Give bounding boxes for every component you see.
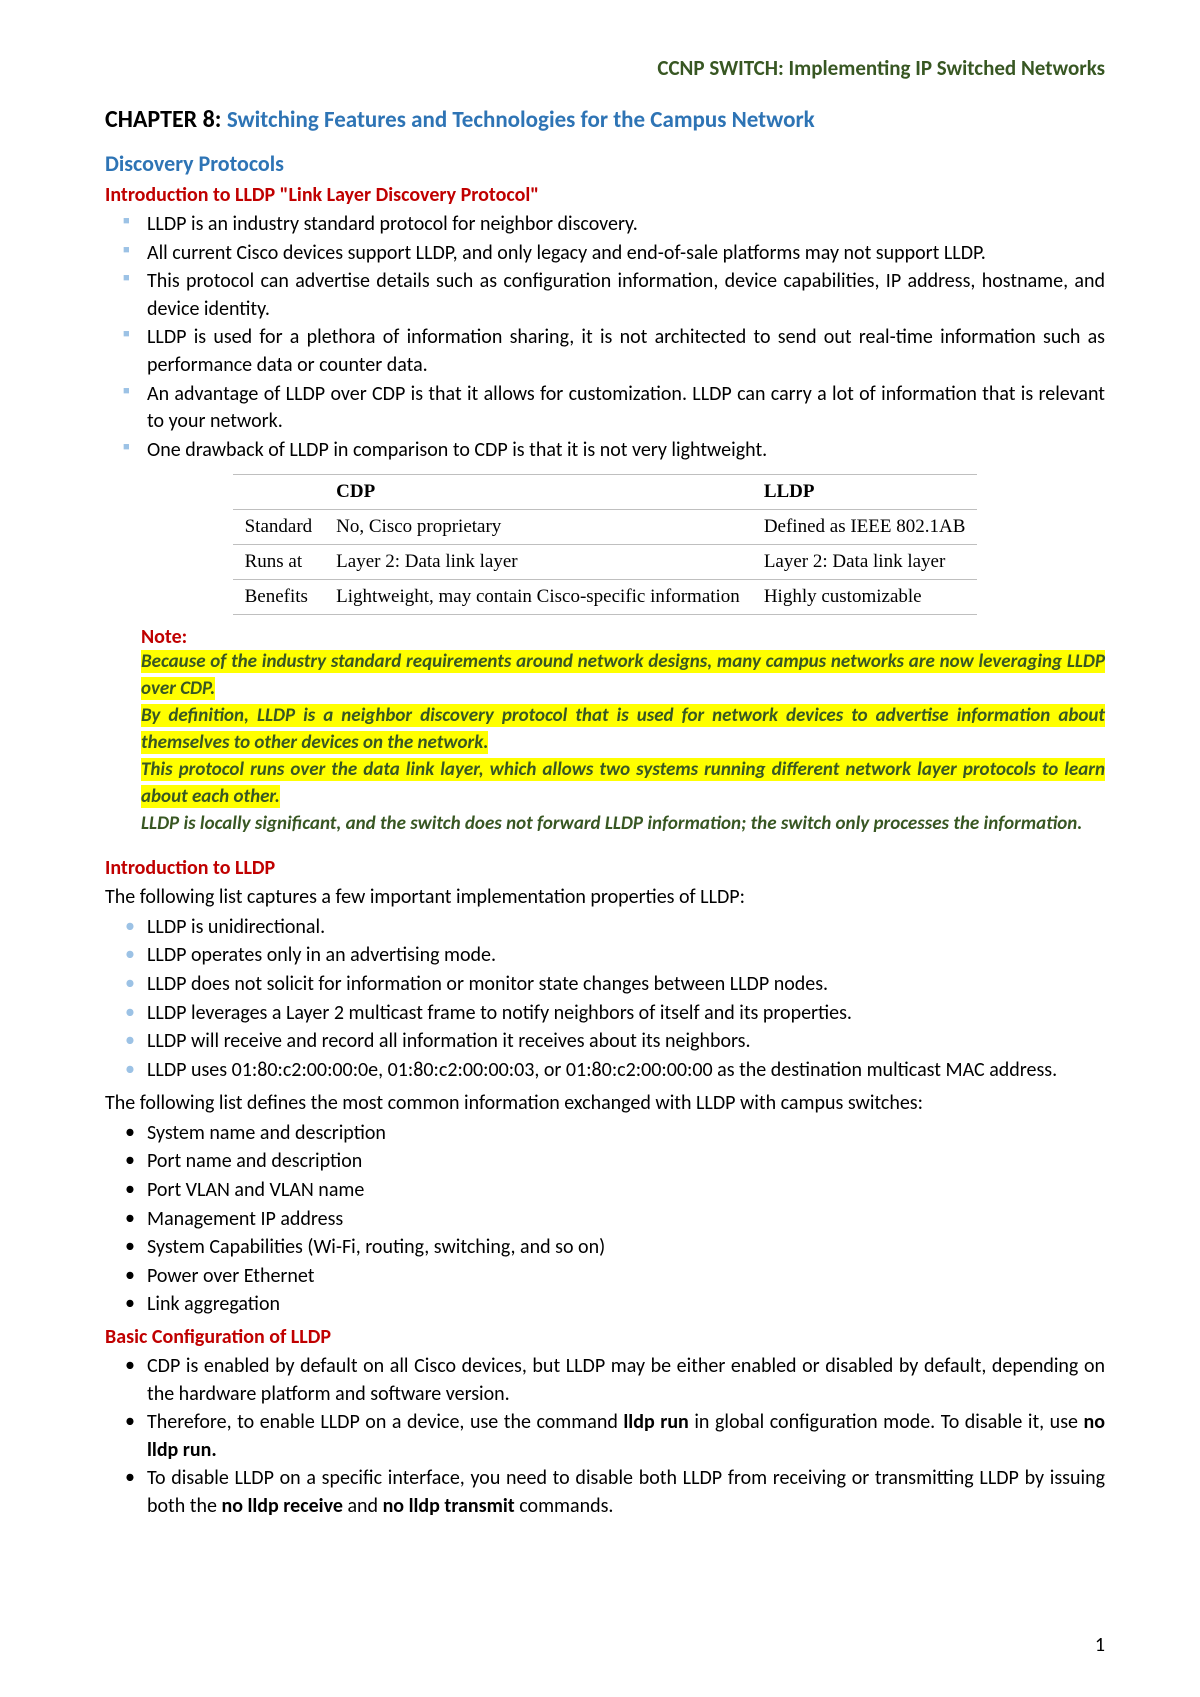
table-header-cell: CDP (324, 475, 752, 510)
table-cell: Lightweight, may contain Cisco-specific … (324, 580, 752, 615)
command-text: no lldp receive (221, 1494, 342, 1518)
list-item: LLDP is used for a plethora of informati… (147, 324, 1105, 379)
body-text: The following list defines the most comm… (105, 1090, 1105, 1118)
table-header-row: CDP LLDP (233, 475, 978, 510)
config-list: CDP is enabled by default on all Cisco d… (105, 1353, 1105, 1521)
comparison-table: CDP LLDP Standard No, Cisco proprietary … (233, 474, 978, 615)
note-text: Because of the industry standard require… (141, 650, 1105, 700)
page-container: CCNP SWITCH: Implementing IP Switched Ne… (0, 0, 1200, 1697)
properties-list: LLDP is unidirectional. LLDP operates on… (105, 914, 1105, 1085)
table-header-cell (233, 475, 325, 510)
table-cell: Standard (233, 510, 325, 545)
list-item: Port name and description (147, 1148, 1105, 1176)
info-list: System name and description Port name an… (105, 1120, 1105, 1319)
list-item: Management IP address (147, 1206, 1105, 1234)
page-number: 1 (1095, 1633, 1105, 1657)
chapter-label: CHAPTER 8: (105, 105, 227, 134)
list-item: Therefore, to enable LLDP on a device, u… (147, 1409, 1105, 1464)
table-cell: Benefits (233, 580, 325, 615)
note-line: This protocol runs over the data link la… (141, 757, 1105, 811)
table-row: Standard No, Cisco proprietary Defined a… (233, 510, 978, 545)
body-text: The following list captures a few import… (105, 884, 1105, 912)
text-run: Therefore, to enable LLDP on a device, u… (147, 1410, 623, 1434)
note-text: By definition, LLDP is a neighbor discov… (141, 704, 1105, 754)
text-run: commands. (515, 1494, 614, 1518)
list-item: An advantage of LLDP over CDP is that it… (147, 381, 1105, 436)
list-item: LLDP will receive and record all informa… (147, 1028, 1105, 1056)
note-line: By definition, LLDP is a neighbor discov… (141, 703, 1105, 757)
command-text: no lldp transmit (383, 1494, 515, 1518)
text-run: CDP is enabled by default on all Cisco d… (147, 1354, 1105, 1406)
list-item: LLDP leverages a Layer 2 multicast frame… (147, 1000, 1105, 1028)
list-item: All current Cisco devices support LLDP, … (147, 240, 1105, 268)
note-line: Because of the industry standard require… (141, 649, 1105, 703)
table-cell: Layer 2: Data link layer (752, 545, 978, 580)
list-item: One drawback of LLDP in comparison to CD… (147, 437, 1105, 465)
document-header: CCNP SWITCH: Implementing IP Switched Ne… (105, 55, 1105, 81)
table-cell: No, Cisco proprietary (324, 510, 752, 545)
list-item: LLDP is an industry standard protocol fo… (147, 211, 1105, 239)
table-row: Runs at Layer 2: Data link layer Layer 2… (233, 545, 978, 580)
table-cell: Layer 2: Data link layer (324, 545, 752, 580)
list-item: LLDP uses 01:80:c2:00:00:0e, 01:80:c2:00… (147, 1057, 1105, 1085)
list-item: LLDP operates only in an advertising mod… (147, 942, 1105, 970)
subsection-heading-config: Basic Configuration of LLDP (105, 1325, 1105, 1349)
table-row: Benefits Lightweight, may contain Cisco-… (233, 580, 978, 615)
list-item: This protocol can advertise details such… (147, 268, 1105, 323)
list-item: Link aggregation (147, 1291, 1105, 1319)
list-item: Port VLAN and VLAN name (147, 1177, 1105, 1205)
list-item: To disable LLDP on a specific interface,… (147, 1465, 1105, 1520)
note-text: This protocol runs over the data link la… (141, 758, 1105, 808)
text-run: in global configuration mode. To disable… (689, 1410, 1084, 1434)
section-heading-discovery: Discovery Protocols (105, 150, 1105, 177)
subsection-heading-intro-lldp-full: Introduction to LLDP "Link Layer Discove… (105, 183, 1105, 207)
command-text: lldp run (623, 1410, 688, 1434)
table-cell: Highly customizable (752, 580, 978, 615)
table-cell: Defined as IEEE 802.1AB (752, 510, 978, 545)
intro-bullet-list: LLDP is an industry standard protocol fo… (105, 211, 1105, 464)
list-item: Power over Ethernet (147, 1263, 1105, 1291)
table-cell: Runs at (233, 545, 325, 580)
subsection-heading-intro-lldp: Introduction to LLDP (105, 856, 1105, 880)
list-item: System Capabilities (Wi-Fi, routing, swi… (147, 1234, 1105, 1262)
table-header-cell: LLDP (752, 475, 978, 510)
note-line: LLDP is locally significant, and the swi… (141, 811, 1105, 838)
list-item: System name and description (147, 1120, 1105, 1148)
chapter-heading: CHAPTER 8: Switching Features and Techno… (105, 105, 1105, 134)
chapter-title: Switching Features and Technologies for … (227, 106, 815, 134)
note-block: Note: Because of the industry standard r… (141, 625, 1105, 838)
text-run: and (343, 1494, 383, 1518)
note-text: LLDP is locally significant, and the swi… (141, 812, 1082, 835)
list-item: LLDP is unidirectional. (147, 914, 1105, 942)
note-label: Note: (141, 625, 1105, 649)
list-item: LLDP does not solicit for information or… (147, 971, 1105, 999)
list-item: CDP is enabled by default on all Cisco d… (147, 1353, 1105, 1408)
